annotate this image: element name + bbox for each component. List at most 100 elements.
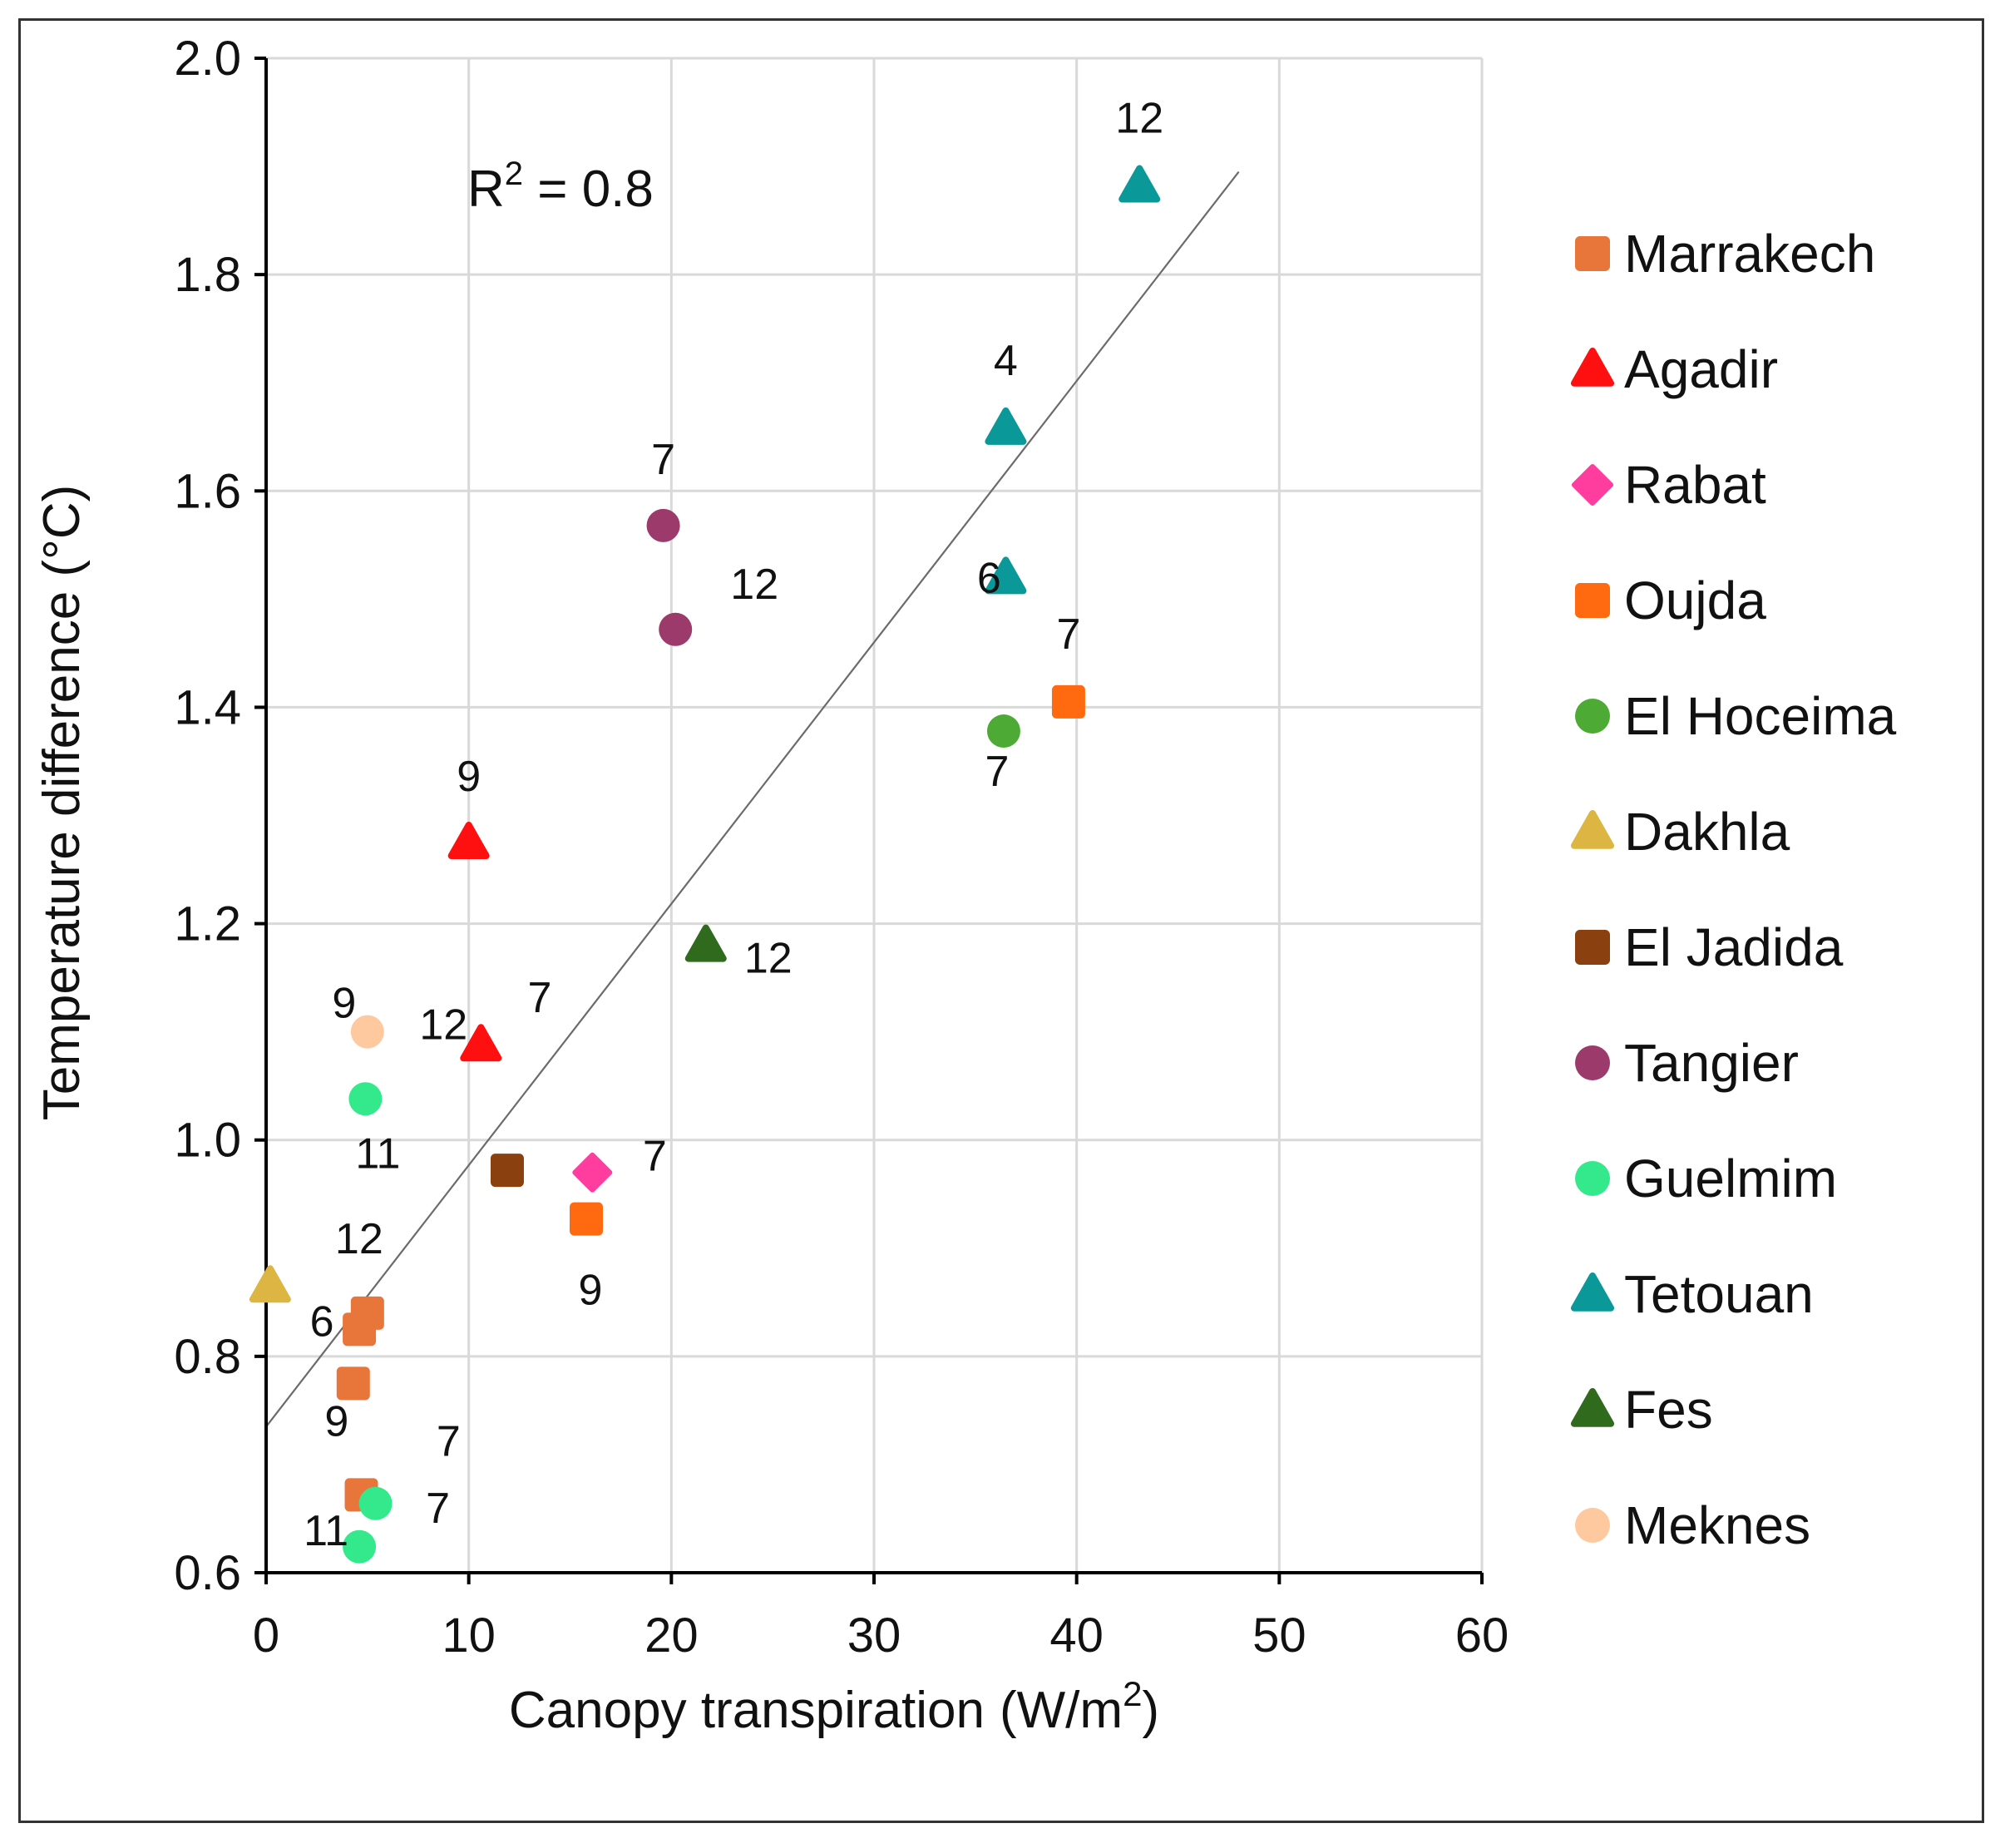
point-label: 7 <box>426 1485 450 1533</box>
point-guelmim <box>348 1082 383 1116</box>
legend-label: Guelmim <box>1624 1149 1837 1208</box>
legend-label: Rabat <box>1624 455 1766 515</box>
legend-label: El Jadida <box>1624 917 1844 977</box>
y-tick-label: 1.0 <box>174 1114 241 1168</box>
legend-item: El Jadida <box>1575 917 1844 977</box>
point-label: 7 <box>1056 610 1080 659</box>
point-label: 6 <box>310 1297 334 1346</box>
legend-label: Dakhla <box>1624 802 1790 862</box>
legend-marker-el-jadida <box>1575 930 1610 965</box>
point-label: 9 <box>324 1397 348 1445</box>
legend-marker-tangier <box>1575 1045 1610 1080</box>
legend-marker-el-hoceima <box>1575 699 1610 734</box>
point-marrakech <box>336 1366 370 1401</box>
legend-item: Tangier <box>1575 1033 1799 1093</box>
x-tick-label: 60 <box>1455 1608 1509 1663</box>
point-label: 9 <box>457 753 481 801</box>
x-tick-label: 0 <box>253 1608 279 1663</box>
point-label: 7 <box>527 974 551 1022</box>
legend-item: Agadir <box>1570 339 1778 399</box>
r-squared-annotation: R2 = 0.8 <box>467 156 654 218</box>
legend-item: Oujda <box>1575 571 1766 630</box>
point-oujda <box>569 1202 603 1236</box>
point-label: 12 <box>335 1215 383 1263</box>
y-tick-label: 2.0 <box>174 32 241 86</box>
point-tetouan <box>985 556 1027 595</box>
point-guelmim <box>358 1486 393 1520</box>
y-tick-label: 1.8 <box>174 248 241 302</box>
legend-marker-fes <box>1570 1387 1615 1427</box>
point-label: 7 <box>651 436 675 484</box>
y-axis-title: Temperature difference (°C) <box>33 485 91 1121</box>
legend-marker-rabat <box>1571 463 1614 506</box>
point-dakhla <box>249 1265 291 1303</box>
point-el-hoceima <box>986 714 1020 749</box>
legend-label: El Hoceima <box>1624 686 1897 746</box>
legend-label: Tetouan <box>1624 1264 1814 1324</box>
point-agadir <box>447 822 490 860</box>
point-label: 12 <box>730 561 778 609</box>
point-label: 7 <box>437 1417 461 1465</box>
point-tetouan <box>1119 165 1161 203</box>
legend-marker-tetouan <box>1570 1272 1615 1312</box>
point-label: 12 <box>744 935 793 983</box>
point-tetouan <box>985 407 1027 445</box>
legend-item: Rabat <box>1571 455 1766 515</box>
legend-marker-agadir <box>1570 347 1615 387</box>
legend-item: Marrakech <box>1575 224 1875 284</box>
legend-label: Tangier <box>1624 1033 1799 1093</box>
x-tick-label: 50 <box>1252 1608 1306 1663</box>
legend-item: Guelmim <box>1575 1149 1837 1208</box>
legend-marker-meknes <box>1575 1508 1610 1543</box>
point-agadir <box>460 1024 502 1062</box>
legend-item: Fes <box>1570 1380 1713 1440</box>
trendline <box>265 170 1240 1428</box>
legend: Marrakech Agadir Rabat Oujda El Hoceima Dakhl… <box>1570 224 1897 1555</box>
point-label: 9 <box>332 980 356 1028</box>
point-label: 12 <box>1115 94 1163 142</box>
x-tick-label: 20 <box>644 1608 699 1663</box>
y-tick-label: 1.6 <box>174 464 241 518</box>
x-tick-label: 10 <box>442 1608 496 1663</box>
point-rabat <box>572 1152 613 1193</box>
legend-item: Meknes <box>1575 1495 1810 1555</box>
point-label: 11 <box>355 1129 400 1178</box>
point-label: 9 <box>579 1267 603 1315</box>
point-guelmim <box>343 1529 377 1564</box>
x-axis-ticks: 0 10 20 30 40 50 60 <box>253 1573 1509 1663</box>
legend-label: Meknes <box>1624 1495 1810 1555</box>
x-tick-label: 40 <box>1049 1608 1104 1663</box>
point-tangier <box>646 508 680 542</box>
grid <box>266 57 1484 1573</box>
point-meknes <box>350 1015 384 1049</box>
point-oujda <box>1051 684 1085 719</box>
legend-label: Fes <box>1624 1380 1713 1440</box>
figure-frame: 0 10 20 30 40 50 60 0.6 0.8 1.0 1.2 1.4 1.6 1.8 2.0 6… <box>18 18 1984 1823</box>
point-fes <box>684 924 727 962</box>
x-tick-label: 30 <box>847 1608 901 1663</box>
point-tangier <box>659 612 693 646</box>
legend-label: Agadir <box>1624 339 1778 399</box>
y-tick-label: 1.4 <box>174 680 241 734</box>
y-tick-label: 0.8 <box>174 1330 241 1384</box>
point-label: 7 <box>643 1133 667 1181</box>
scatter-chart: 0 10 20 30 40 50 60 0.6 0.8 1.0 1.2 1.4 1.6 1.8 2.0 6… <box>33 32 1897 1739</box>
legend-marker-dakhla <box>1570 809 1615 849</box>
legend-marker-oujda <box>1575 583 1610 618</box>
y-tick-label: 1.2 <box>174 897 241 951</box>
legend-label: Oujda <box>1624 571 1766 630</box>
legend-marker-guelmim <box>1575 1161 1610 1196</box>
point-label: 12 <box>419 1001 467 1049</box>
legend-item: Dakhla <box>1570 802 1790 862</box>
y-tick-label: 0.6 <box>174 1546 241 1600</box>
point-label: 4 <box>994 337 1018 385</box>
y-axis-ticks: 0.6 0.8 1.0 1.2 1.4 1.6 1.8 2.0 <box>174 32 266 1600</box>
point-label: 7 <box>985 748 1009 796</box>
legend-item: Tetouan <box>1570 1264 1814 1324</box>
point-label: 6 <box>977 554 1001 602</box>
point-marrakech <box>350 1296 384 1330</box>
data-points <box>249 165 1161 1564</box>
x-axis-title: Canopy transpiration (W/m2) <box>509 1674 1159 1739</box>
point-label: 11 <box>304 1507 348 1555</box>
